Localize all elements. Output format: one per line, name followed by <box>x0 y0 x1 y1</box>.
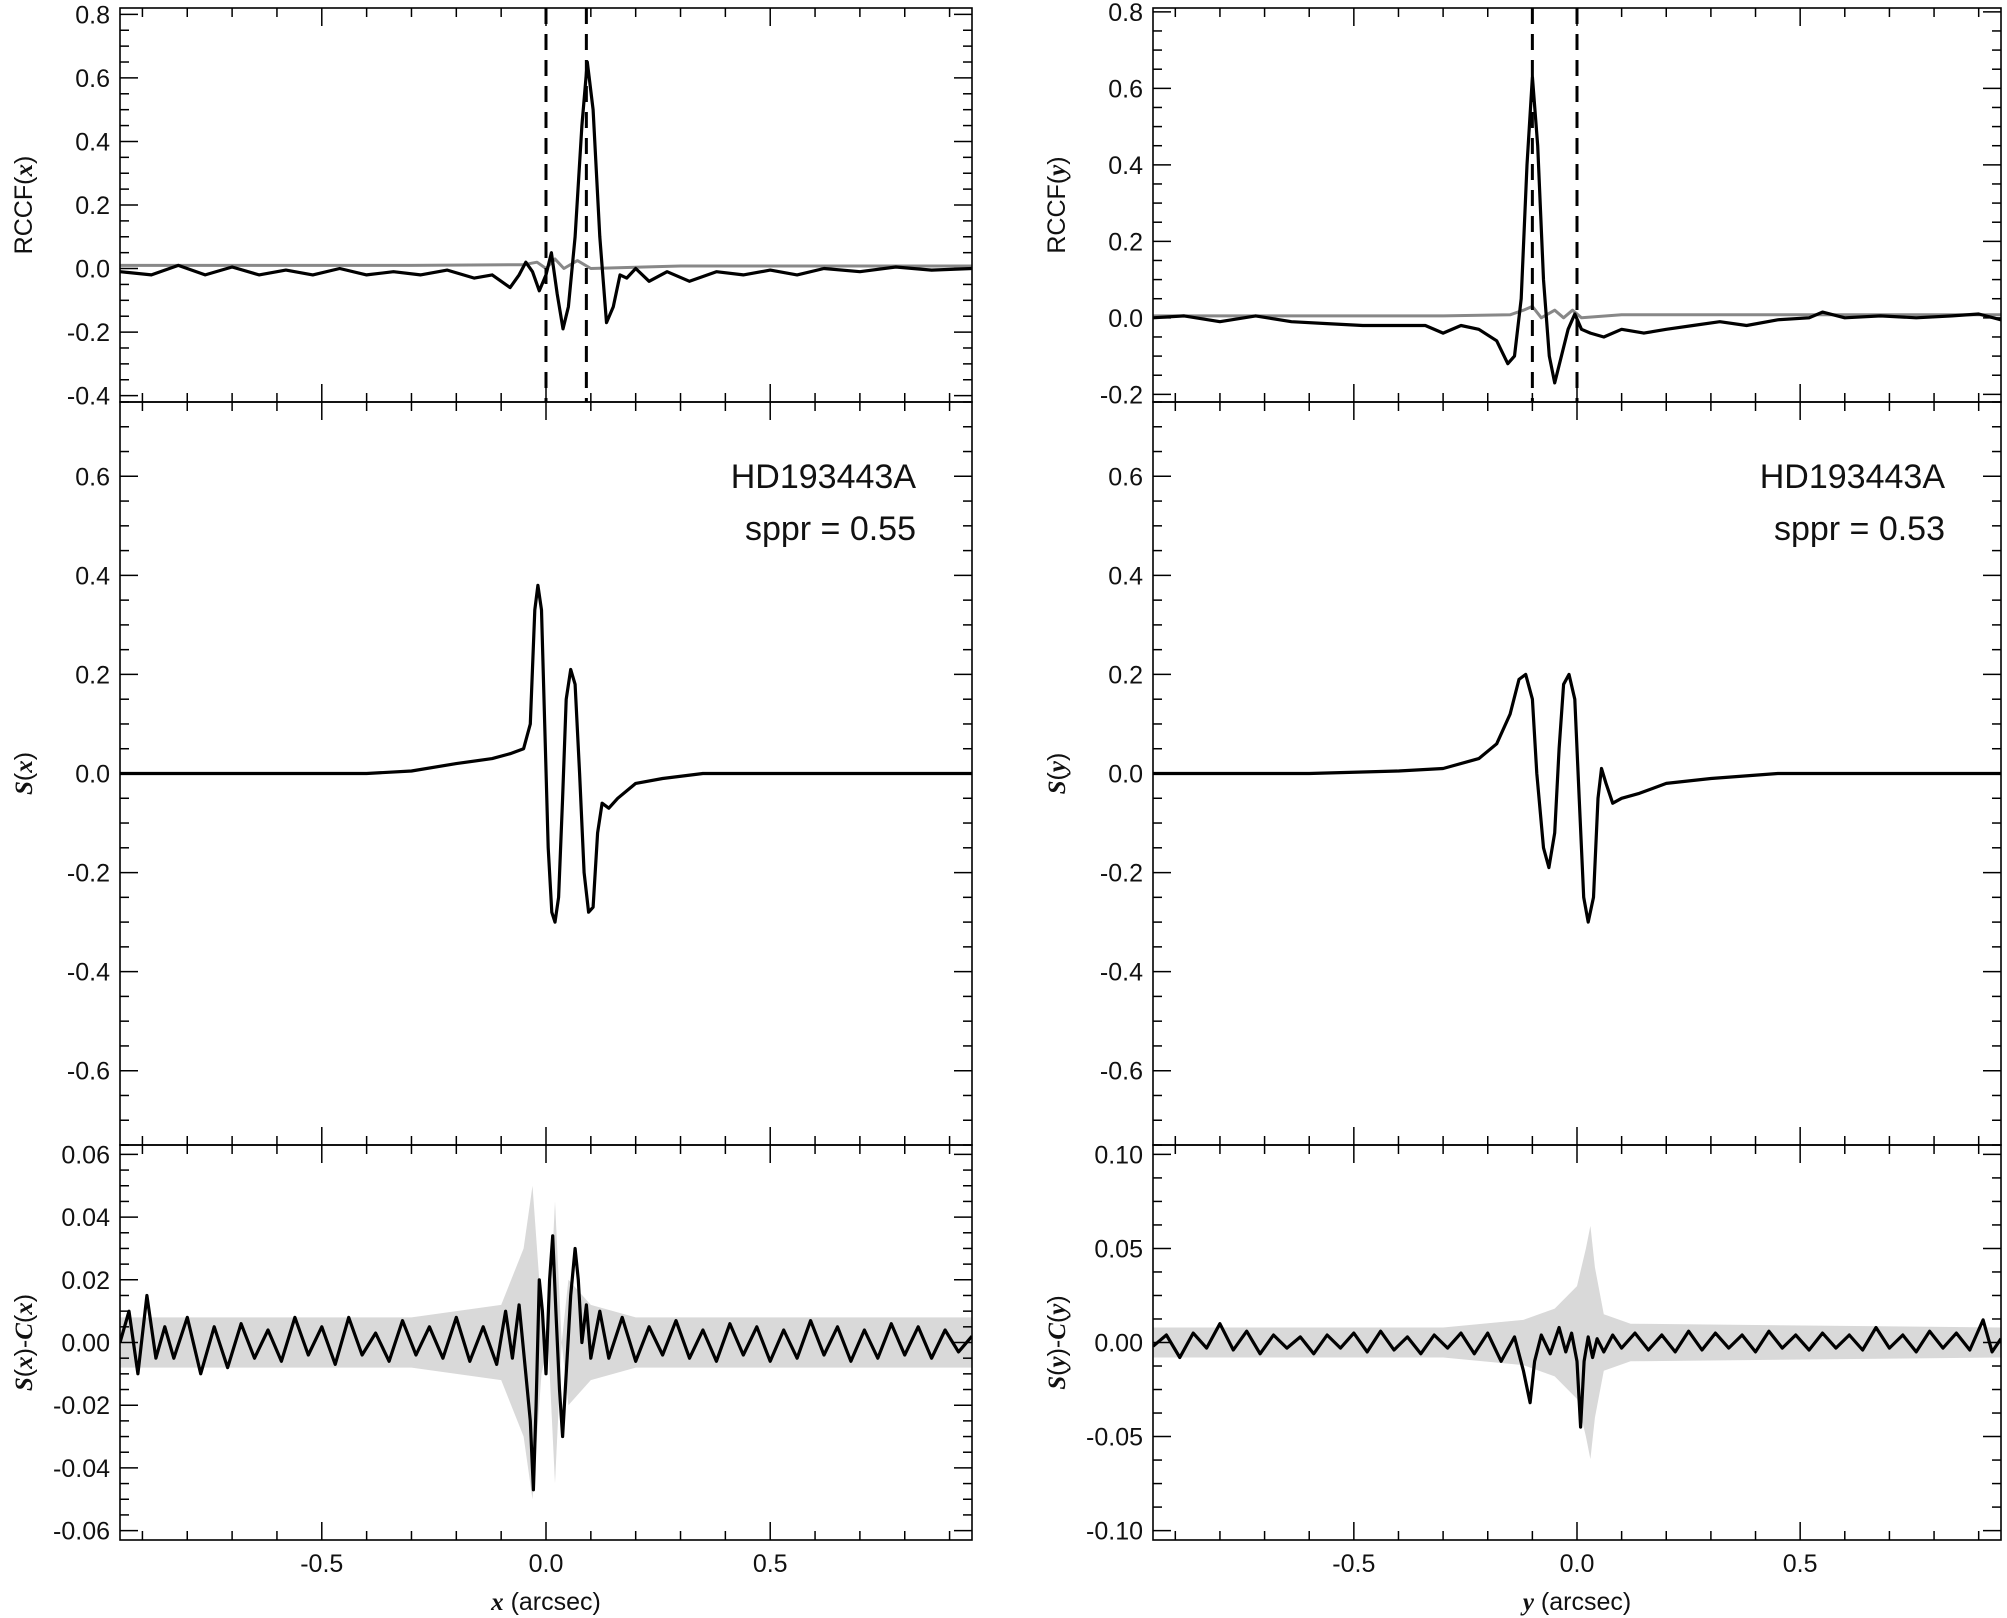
s_y-panel: -0.6 -0.4 -0.2 0.0 0.2 0.4 0.6 S(y) HD193443A spp… <box>1043 401 2002 1146</box>
s_y-star-label: HD193443A <box>1760 458 1946 496</box>
s_y-ytick-label: 0.4 <box>1108 562 1143 590</box>
s_y-ytick-label: -0.6 <box>1100 1058 1143 1086</box>
resid_y-ytick-label: 0.05 <box>1094 1235 1143 1263</box>
s_x-ytick-label: 0.2 <box>75 661 110 689</box>
s_x-ytick-label: -0.4 <box>67 959 110 987</box>
rccf_y-panel: -0.2 0.0 0.2 0.4 0.6 0.8 RCCF(y) <box>1043 0 2002 409</box>
resid_x-xtick-label: 0.0 <box>529 1550 564 1578</box>
s_x-series-1 <box>120 583 972 924</box>
rccf_y-ytick-label: 0.8 <box>1108 0 1143 27</box>
resid_y-ytick-label: -0.05 <box>1086 1424 1143 1452</box>
s_x-star-label: HD193443A <box>731 458 917 496</box>
rccf_x-ytick-label: -0.4 <box>67 383 110 411</box>
s_y-ytick-label: -0.4 <box>1100 959 1143 987</box>
rccf_y-ylabel: RCCF(y) <box>1043 156 1071 253</box>
rccf_y-ytick-label: -0.2 <box>1100 381 1143 409</box>
rccf_x-ylabel: RCCF(x) <box>10 156 38 255</box>
resid_x-xtick-label: 0.5 <box>753 1550 788 1578</box>
resid_x-ytick-label: 0.02 <box>61 1267 110 1295</box>
resid_x-ytick-label: -0.06 <box>53 1518 110 1546</box>
rccf_y-series-1 <box>1153 304 2001 320</box>
resid_y-ytick-label: 0.00 <box>1094 1330 1143 1358</box>
rccf_y-ytick-label: 0.6 <box>1108 75 1143 103</box>
s_y-ytick-label: -0.2 <box>1100 860 1143 888</box>
s_y-sppr-label: sppr = 0.53 <box>1774 510 1945 548</box>
rccf_x-ytick-label: 0.0 <box>75 256 110 284</box>
s_y-ytick-label: 0.0 <box>1108 761 1143 789</box>
resid_y-series-1 <box>1153 1318 2001 1429</box>
rccf_x-ytick-label: 0.6 <box>75 65 110 93</box>
rccf_x-series-1 <box>120 257 972 270</box>
s_y-ytick-label: 0.6 <box>1108 463 1143 491</box>
s_x-ytick-label: 0.4 <box>75 562 110 590</box>
resid_y-uncertainty-band <box>1153 1225 2001 1460</box>
s_x-ylabel: S(x) <box>10 752 38 795</box>
resid_x-ytick-label: 0.06 <box>61 1141 110 1169</box>
resid_x-ylabel: S(x)-C(x) <box>10 1294 38 1391</box>
s_x-ytick-label: 0.0 <box>75 761 110 789</box>
rccf_x-ytick-label: 0.4 <box>75 128 110 156</box>
resid_x-ytick-label: 0.00 <box>61 1330 110 1358</box>
rccf_y-ytick-label: 0.4 <box>1108 152 1143 180</box>
resid_y-xtick-label: 0.0 <box>1560 1550 1595 1578</box>
resid_y-ytick-label: -0.10 <box>1086 1518 1143 1546</box>
s_y-series-1 <box>1153 672 2001 924</box>
rccf_y-ytick-label: 0.0 <box>1108 305 1143 333</box>
resid_x-series-1 <box>120 1234 972 1492</box>
resid_y-xlabel: y (arcsec) <box>1520 1588 1631 1616</box>
s_x-ytick-label: 0.6 <box>75 463 110 491</box>
resid_x-ytick-label: 0.04 <box>61 1204 110 1232</box>
resid_x-xtick-label: -0.5 <box>300 1550 343 1578</box>
resid_x-panel: -0.06 -0.04 -0.02 0.00 0.02 0.04 0.06 -0.5 0.0 0.… <box>10 1141 973 1616</box>
resid_y-xtick-label: -0.5 <box>1332 1550 1375 1578</box>
resid_x-ytick-label: -0.04 <box>53 1455 110 1483</box>
rccf_x-ytick-label: 0.8 <box>75 1 110 29</box>
resid_y-xtick-label: 0.5 <box>1783 1550 1818 1578</box>
s_y-ytick-label: 0.2 <box>1108 661 1143 689</box>
rccf_y-ytick-label: 0.2 <box>1108 228 1143 256</box>
s_x-ytick-label: -0.2 <box>67 860 110 888</box>
resid_y-panel: -0.10 -0.05 0.00 0.05 0.10 -0.5 0.0 0.5 S(y)-C(y… <box>1043 1141 2002 1616</box>
rccf_y-series-2 <box>1153 75 2001 385</box>
rccf_x-ytick-label: 0.2 <box>75 192 110 220</box>
rccf_x-ytick-label: -0.2 <box>67 319 110 347</box>
s_x-sppr-label: sppr = 0.55 <box>745 510 916 548</box>
resid_y-ylabel: S(y)-C(y) <box>1043 1295 1071 1389</box>
s_y-ylabel: S(y) <box>1043 753 1071 795</box>
resid_x-ytick-label: -0.02 <box>53 1392 110 1420</box>
rccf_x-series-2 <box>120 60 972 331</box>
resid_x-xlabel: x (arcsec) <box>490 1588 601 1616</box>
s_x-ytick-label: -0.6 <box>67 1058 110 1086</box>
resid_y-ytick-label: 0.10 <box>1094 1141 1143 1169</box>
s_x-panel: -0.6 -0.4 -0.2 0.0 0.2 0.4 0.6 S(x) HD193443A spp… <box>10 401 973 1146</box>
